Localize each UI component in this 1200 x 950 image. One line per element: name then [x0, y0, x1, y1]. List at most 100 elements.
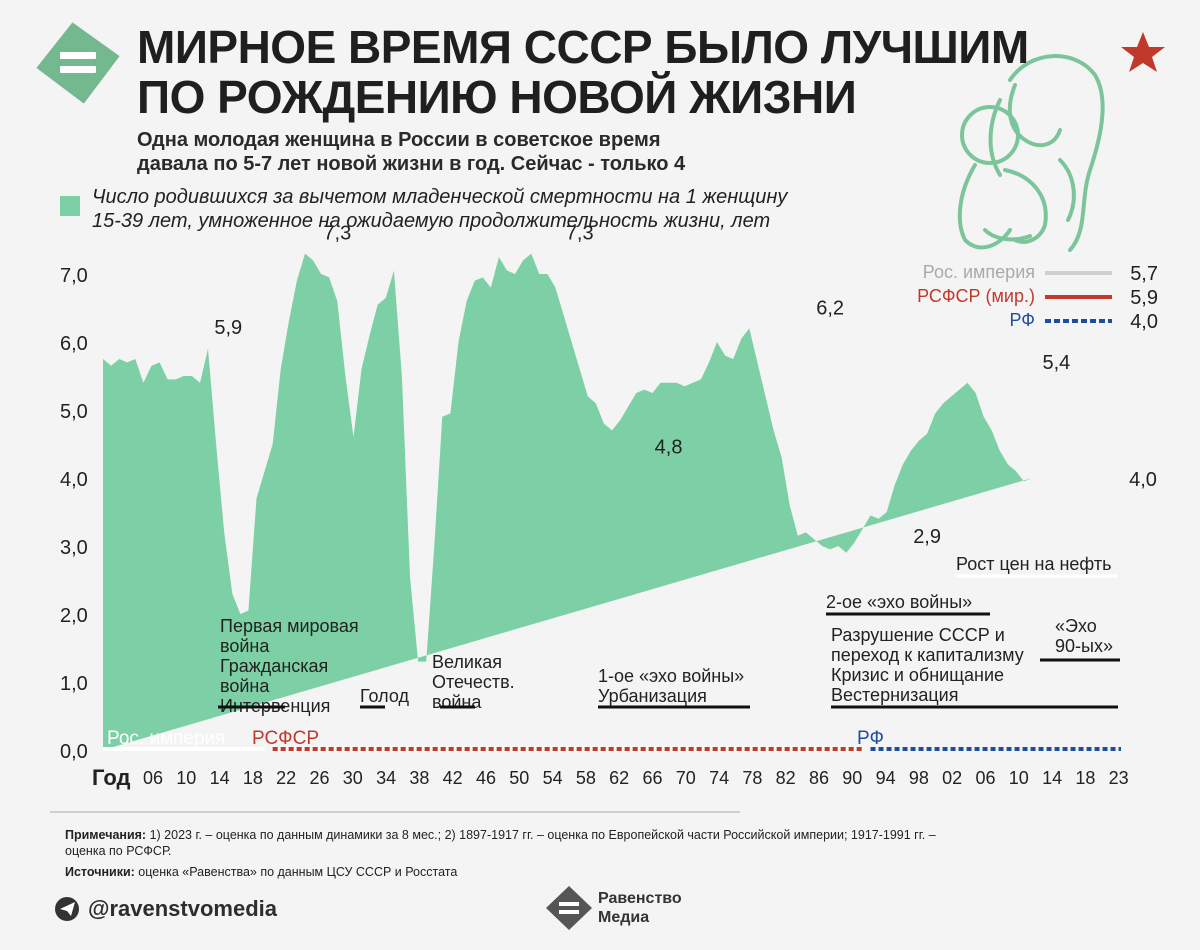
x-tick-label: 50 [509, 768, 529, 788]
area-series [103, 253, 1033, 750]
legend-value: 5,7 [1130, 263, 1158, 285]
y-tick-label: 6,0 [60, 333, 88, 355]
x-tick-label: 66 [642, 768, 662, 788]
footnote-sources: Источники: оценка «Равенства» по данным … [65, 864, 457, 880]
period-label: РСФСР [252, 728, 319, 749]
x-tick-label: 86 [809, 768, 829, 788]
annotation-text: Первая мировая [220, 616, 359, 636]
legend-text: Число родившихся за вычетом младенческой… [92, 185, 787, 233]
y-tick-label: 3,0 [60, 537, 88, 559]
x-tick-label: 94 [876, 768, 896, 788]
x-tick-label: 26 [309, 768, 329, 788]
annotation-text: Урбанизация [598, 686, 707, 706]
annotation-text: война [220, 676, 270, 696]
x-tick-label: 10 [176, 768, 196, 788]
legend-swatch [60, 196, 80, 216]
ravenstvo-logo-icon [36, 22, 120, 104]
x-tick-label: 14 [1042, 768, 1062, 788]
subtitle-line-2: давала по 5-7 лет новой жизни в год. Сей… [137, 153, 686, 175]
annotation-text: Великая [432, 652, 502, 672]
x-tick-label: 42 [443, 768, 463, 788]
annotation-text: Вестернизация [831, 685, 958, 705]
subtitle-line-1: Одна молодая женщина в России в советско… [137, 129, 661, 151]
annotation-text: 90-ых» [1055, 636, 1113, 656]
x-tick-label: 38 [409, 768, 429, 788]
y-tick-label: 4,0 [60, 469, 88, 491]
period-label: Рос. империя [107, 728, 225, 749]
notes-text-1: 1) 2023 г. – оценка по данным динамики з… [149, 828, 936, 842]
legend-label: РСФСР (мир.) [917, 286, 1035, 306]
annotation-text: 2-ое «эхо войны» [826, 592, 972, 612]
x-tick-label: 06 [143, 768, 163, 788]
title-line-2: ПО РОЖДЕНИЮ НОВОЙ ЖИЗНИ [137, 71, 857, 123]
telegram-handle-link[interactable]: @ravenstvomedia [88, 896, 277, 921]
data-label: 7,3 [323, 223, 351, 245]
x-tick-label: 06 [975, 768, 995, 788]
annotation-text: 1-ое «эхо войны» [598, 666, 744, 686]
legend-line-2: 15-39 лет, умноженное на ожидаемую продо… [92, 210, 771, 232]
x-tick-label: 54 [543, 768, 563, 788]
data-label: 7,3 [566, 223, 594, 245]
x-tick-label: 30 [343, 768, 363, 788]
x-tick-label: 02 [942, 768, 962, 788]
data-label: 4,0 [1129, 469, 1157, 491]
x-tick-label: 22 [276, 768, 296, 788]
subtitle: Одна молодая женщина в России в советско… [137, 128, 685, 176]
annotation-text: Кризис и обнищание [831, 665, 1004, 685]
x-tick-label: 62 [609, 768, 629, 788]
annotation-text: война [220, 636, 270, 656]
brand-line-2: Медиа [598, 909, 650, 926]
brand-name: Равенство Медиа [598, 889, 682, 927]
annotation-text: переход к капитализму [831, 645, 1024, 665]
y-tick-label: 0,0 [60, 741, 88, 763]
x-tick-label: 14 [210, 768, 230, 788]
mother-child-icon [957, 54, 1105, 252]
sources-text: оценка «Равенства» по данным ЦСУ СССР и … [138, 865, 458, 879]
y-tick-label: 2,0 [60, 605, 88, 627]
x-tick-label: 46 [476, 768, 496, 788]
y-tick-label: 5,0 [60, 401, 88, 423]
legend-value: 5,9 [1130, 287, 1158, 309]
brand-line-1: Равенство [598, 890, 682, 907]
sources-label: Источники: [65, 865, 135, 879]
footnote-notes: Примечания: 1) 2023 г. – оценка по данны… [65, 827, 936, 859]
legend-line-1: Число родившихся за вычетом младенческой… [92, 186, 788, 208]
annotation-text: Голод [360, 686, 409, 706]
x-tick-label: 18 [1075, 768, 1095, 788]
data-label: 4,8 [655, 437, 683, 459]
x-tick-label: 78 [742, 768, 762, 788]
x-tick-label: 10 [1009, 768, 1029, 788]
notes-label: Примечания: [65, 828, 147, 842]
data-label: 5,9 [214, 317, 242, 339]
x-tick-label: 74 [709, 768, 729, 788]
x-tick-label: 58 [576, 768, 596, 788]
x-tick-label: 23 [1109, 768, 1129, 788]
x-tick-label: 98 [909, 768, 929, 788]
y-tick-label: 1,0 [60, 673, 88, 695]
star-icon [1121, 32, 1165, 72]
period-label: РФ [857, 728, 884, 749]
x-axis-label: Год [92, 765, 131, 790]
annotation-text: «Эхо [1055, 616, 1097, 636]
data-label: 5,4 [1042, 352, 1070, 374]
x-tick-label: 70 [676, 768, 696, 788]
annotation-text: Отечеств. [432, 672, 515, 692]
y-tick-label: 7,0 [60, 265, 88, 287]
data-label: 2,9 [913, 526, 941, 548]
x-tick-label: 34 [376, 768, 396, 788]
annotation-text: война [432, 692, 482, 712]
page-title: МИРНОЕ ВРЕМЯ СССР БЫЛО ЛУЧШИМ ПО РОЖДЕНИ… [137, 22, 1029, 122]
title-line-1: МИРНОЕ ВРЕМЯ СССР БЫЛО ЛУЧШИМ [137, 21, 1029, 73]
notes-text-2: оценка по РСФСР. [65, 844, 172, 858]
x-tick-label: 18 [243, 768, 263, 788]
data-label: 6,2 [816, 297, 844, 319]
legend-label: РФ [1010, 310, 1036, 330]
annotation-text: Разрушение СССР и [831, 625, 1005, 645]
legend-value: 4,0 [1130, 311, 1158, 333]
x-tick-label: 82 [776, 768, 796, 788]
annotation-text: Рост цен на нефть [956, 554, 1111, 574]
annotation-text: Гражданская [220, 656, 328, 676]
legend-label: Рос. империя [923, 262, 1035, 282]
